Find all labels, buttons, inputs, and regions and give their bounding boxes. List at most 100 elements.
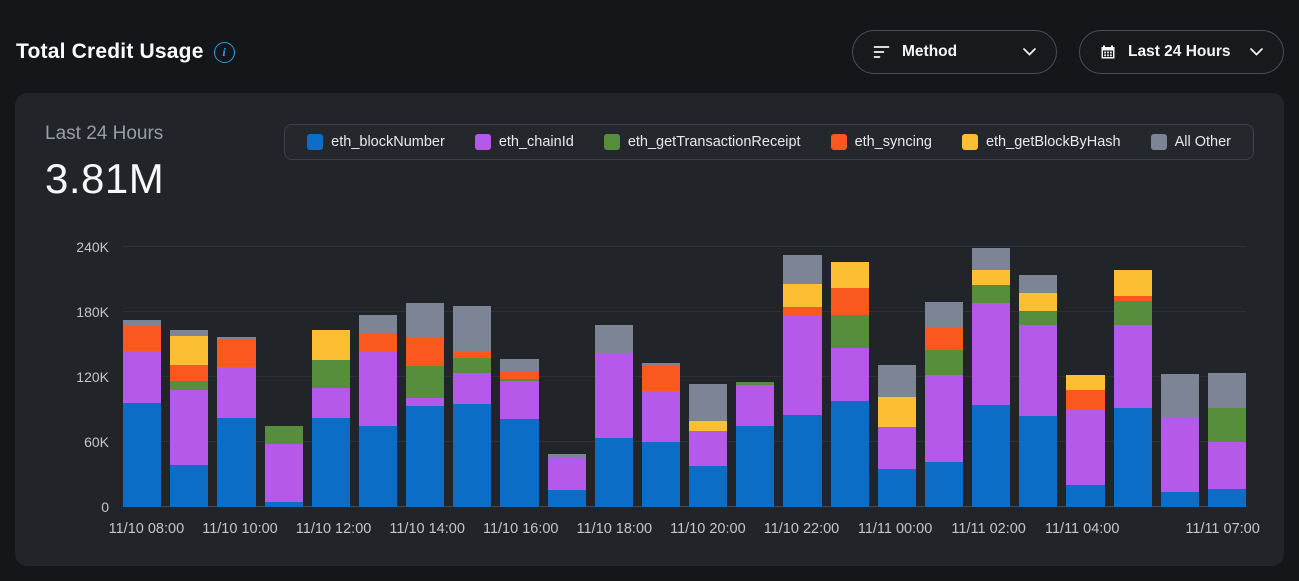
stacked-bar[interactable] xyxy=(877,365,916,507)
header-controls: Method Last 24 Hours xyxy=(852,30,1284,74)
bar-segment-eth_chainId xyxy=(783,316,822,415)
stacked-bar[interactable] xyxy=(217,336,256,507)
legend-label: eth_syncing xyxy=(854,134,932,150)
stacked-bar[interactable] xyxy=(311,330,350,507)
x-axis-tick: 11/11 04:00 xyxy=(1044,521,1120,537)
bar-segment-eth_blockNumber xyxy=(641,442,681,507)
bar-segment-eth_getBlockByHash xyxy=(1113,269,1152,296)
bar-segment-eth_blockNumber xyxy=(594,437,633,507)
legend-item[interactable]: eth_getBlockByHash xyxy=(961,134,1121,150)
bar-segment-All Other xyxy=(358,315,398,333)
gridline xyxy=(123,311,1246,312)
stacked-bar[interactable] xyxy=(406,303,445,507)
legend-item[interactable]: eth_chainId xyxy=(474,134,574,150)
bar-segment-eth_chainId xyxy=(1019,325,1058,416)
bar-segment-eth_getTransactionReceipt xyxy=(406,366,445,398)
stacked-bar[interactable] xyxy=(453,305,492,507)
x-axis-tick: 11/10 22:00 xyxy=(763,521,840,537)
stacked-bar[interactable] xyxy=(924,302,964,507)
bar-segment-eth_chainId xyxy=(830,347,869,401)
bar-segment-All Other xyxy=(924,302,964,328)
stacked-bar[interactable] xyxy=(689,383,728,507)
stacked-bar[interactable] xyxy=(170,330,209,507)
stacked-bar[interactable] xyxy=(736,382,775,507)
legend-swatch xyxy=(603,134,620,150)
stacked-bar[interactable] xyxy=(264,425,303,507)
bar-segment-eth_chainId xyxy=(972,303,1011,406)
bar-segment-eth_getBlockByHash xyxy=(1019,292,1058,311)
chevron-down-icon xyxy=(1250,48,1263,56)
bar-segment-eth_getBlockByHash xyxy=(1066,374,1105,391)
stacked-bar[interactable] xyxy=(641,362,681,507)
legend-item[interactable]: eth_getTransactionReceipt xyxy=(603,134,801,150)
bar-segment-eth_syncing xyxy=(170,365,209,382)
x-axis-tick: 11/10 12:00 xyxy=(295,521,372,537)
bar-segment-eth_getTransactionReceipt xyxy=(500,379,539,382)
bar-segment-eth_syncing xyxy=(924,327,964,350)
stacked-bar[interactable] xyxy=(358,315,398,507)
legend-item[interactable]: eth_blockNumber xyxy=(307,134,445,150)
bar-segment-eth_chainId xyxy=(1207,442,1247,489)
bar-segment-eth_blockNumber xyxy=(217,418,256,507)
stacked-bar[interactable] xyxy=(1113,269,1152,507)
bar-segment-eth_chainId xyxy=(264,444,303,502)
bar-segment-eth_getBlockByHash xyxy=(689,421,728,432)
bar-segment-eth_blockNumber xyxy=(1207,488,1247,507)
calendar-icon xyxy=(1101,45,1115,59)
time-range-dropdown[interactable]: Last 24 Hours xyxy=(1079,30,1284,74)
bar-segment-eth_getTransactionReceipt xyxy=(830,315,869,348)
legend-swatch xyxy=(307,134,324,150)
x-axis-tick: 11/11 07:00 xyxy=(1185,521,1260,537)
method-filter-dropdown[interactable]: Method xyxy=(852,30,1057,74)
bar-segment-eth_syncing xyxy=(500,371,539,380)
x-axis: 11/10 08:00 11/10 10:00 11/10 12:00 11/10 1… xyxy=(109,517,1260,541)
stacked-bar[interactable] xyxy=(972,248,1011,507)
bar-segment-eth_chainId xyxy=(453,372,492,405)
stacked-bar[interactable] xyxy=(1207,372,1247,507)
bar-segment-All Other xyxy=(1019,275,1058,293)
bar-segment-eth_getTransactionReceipt xyxy=(972,284,1011,304)
stacked-bar[interactable] xyxy=(594,325,633,507)
bar-segment-All Other xyxy=(689,383,728,422)
bar-segment-eth_blockNumber xyxy=(924,461,964,507)
total-value: 3.81M xyxy=(45,155,165,202)
bar-segment-eth_chainId xyxy=(924,374,964,462)
stacked-bar[interactable] xyxy=(123,319,162,507)
plot-area xyxy=(123,246,1247,507)
stacked-bar[interactable] xyxy=(830,262,869,507)
legend-item[interactable]: All Other xyxy=(1150,134,1231,150)
stacked-bar[interactable] xyxy=(1066,374,1105,507)
bar-segment-All Other xyxy=(972,248,1011,270)
bar-segment-eth_getTransactionReceipt xyxy=(1207,408,1247,443)
bar-segment-eth_syncing xyxy=(641,365,681,392)
chart-card: Last 24 Hours 3.81M eth_blockNumber eth_c… xyxy=(15,93,1284,566)
stacked-bar[interactable] xyxy=(1019,275,1058,507)
bar-segment-eth_getBlockByHash xyxy=(311,330,350,360)
stacked-bar[interactable] xyxy=(547,453,586,507)
bar-segment-eth_syncing xyxy=(217,339,256,368)
stacked-bar[interactable] xyxy=(1160,373,1199,507)
bar-segment-eth_chainId xyxy=(1160,418,1199,492)
bar-segment-All Other xyxy=(594,325,633,354)
bar-segment-eth_getBlockByHash xyxy=(783,283,822,307)
bar-segment-eth_blockNumber xyxy=(406,406,445,507)
stacked-bar[interactable] xyxy=(500,358,539,507)
stacked-bar[interactable] xyxy=(783,254,822,507)
bar-segment-eth_blockNumber xyxy=(689,465,728,507)
x-axis-baseline xyxy=(123,506,1246,507)
bar-segment-All Other xyxy=(123,319,162,327)
bar-segment-eth_blockNumber xyxy=(877,469,916,507)
bar-segment-eth_blockNumber xyxy=(1113,408,1152,507)
bar-segment-eth_blockNumber xyxy=(123,403,162,507)
legend-item[interactable]: eth_syncing xyxy=(830,134,932,150)
legend-swatch xyxy=(830,134,847,150)
bar-segment-eth_blockNumber xyxy=(358,425,398,507)
gridline xyxy=(123,376,1246,377)
info-icon[interactable]: i xyxy=(213,41,235,63)
bar-segment-eth_chainId xyxy=(594,353,633,438)
legend-swatch xyxy=(1150,134,1167,150)
y-axis-tick: 0 xyxy=(101,499,109,515)
bar-segment-eth_blockNumber xyxy=(972,405,1011,507)
page-title: Total Credit Usage xyxy=(16,40,204,63)
bar-segment-eth_chainId xyxy=(406,397,445,407)
